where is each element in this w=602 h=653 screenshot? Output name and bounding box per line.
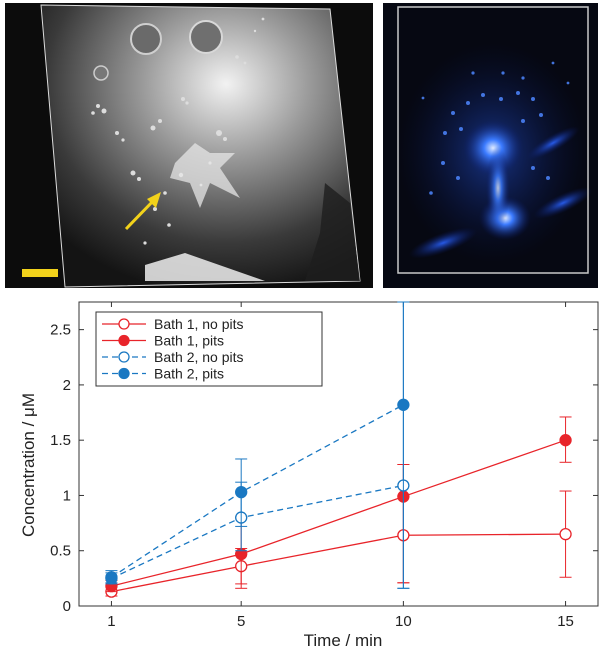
arrow-icon xyxy=(124,192,161,231)
glow-spot xyxy=(463,120,523,176)
x-tick-label: 15 xyxy=(557,613,574,630)
y-tick-label: 1 xyxy=(63,487,71,504)
x-tick-label: 5 xyxy=(237,613,245,630)
bubble xyxy=(93,65,109,81)
region-outline xyxy=(397,6,589,274)
fluorescence-photo xyxy=(383,3,598,288)
x-tick-label: 10 xyxy=(395,613,412,630)
y-axis-title: Concentration / μM xyxy=(19,393,38,537)
series-line xyxy=(111,533,566,593)
glow-streak xyxy=(526,126,580,160)
legend-label: Bath 2, pits xyxy=(154,366,224,382)
data-point xyxy=(397,398,410,411)
x-tick-label: 1 xyxy=(107,613,115,630)
series-line xyxy=(111,439,566,587)
legend-label: Bath 1, pits xyxy=(154,333,224,349)
plot-frame xyxy=(78,301,599,607)
data-point xyxy=(559,527,572,541)
y-tick-label: 1.5 xyxy=(50,432,71,449)
series-line xyxy=(111,484,404,579)
y-tick-label: 2.5 xyxy=(50,322,71,339)
y-tick-label: 2 xyxy=(63,377,71,394)
y-tick-label: 0 xyxy=(63,598,71,615)
x-axis-title: Time / min xyxy=(304,631,383,650)
data-point xyxy=(235,485,248,499)
bubble xyxy=(189,20,223,54)
bright-streak xyxy=(145,253,265,281)
legend-label: Bath 2, no pits xyxy=(154,349,244,365)
legend-marker xyxy=(118,334,130,347)
data-point xyxy=(105,571,118,584)
dark-fold xyxy=(305,183,360,281)
fluorescent-pits xyxy=(421,61,570,195)
precipitate-blob xyxy=(170,143,240,208)
data-point xyxy=(559,434,572,447)
scale-bar xyxy=(22,269,58,277)
glow-streak xyxy=(486,146,510,230)
glow-streak xyxy=(533,187,593,219)
legend-marker xyxy=(118,367,130,380)
microscope-photo-grayscale xyxy=(5,3,373,288)
glow-streak xyxy=(408,227,478,259)
legend-marker xyxy=(118,318,130,330)
series-line xyxy=(111,404,404,578)
legend-marker xyxy=(118,351,130,363)
legend-label: Bath 1, no pits xyxy=(154,316,244,332)
bubble xyxy=(130,23,162,55)
y-tick-label: 0.5 xyxy=(50,543,71,560)
